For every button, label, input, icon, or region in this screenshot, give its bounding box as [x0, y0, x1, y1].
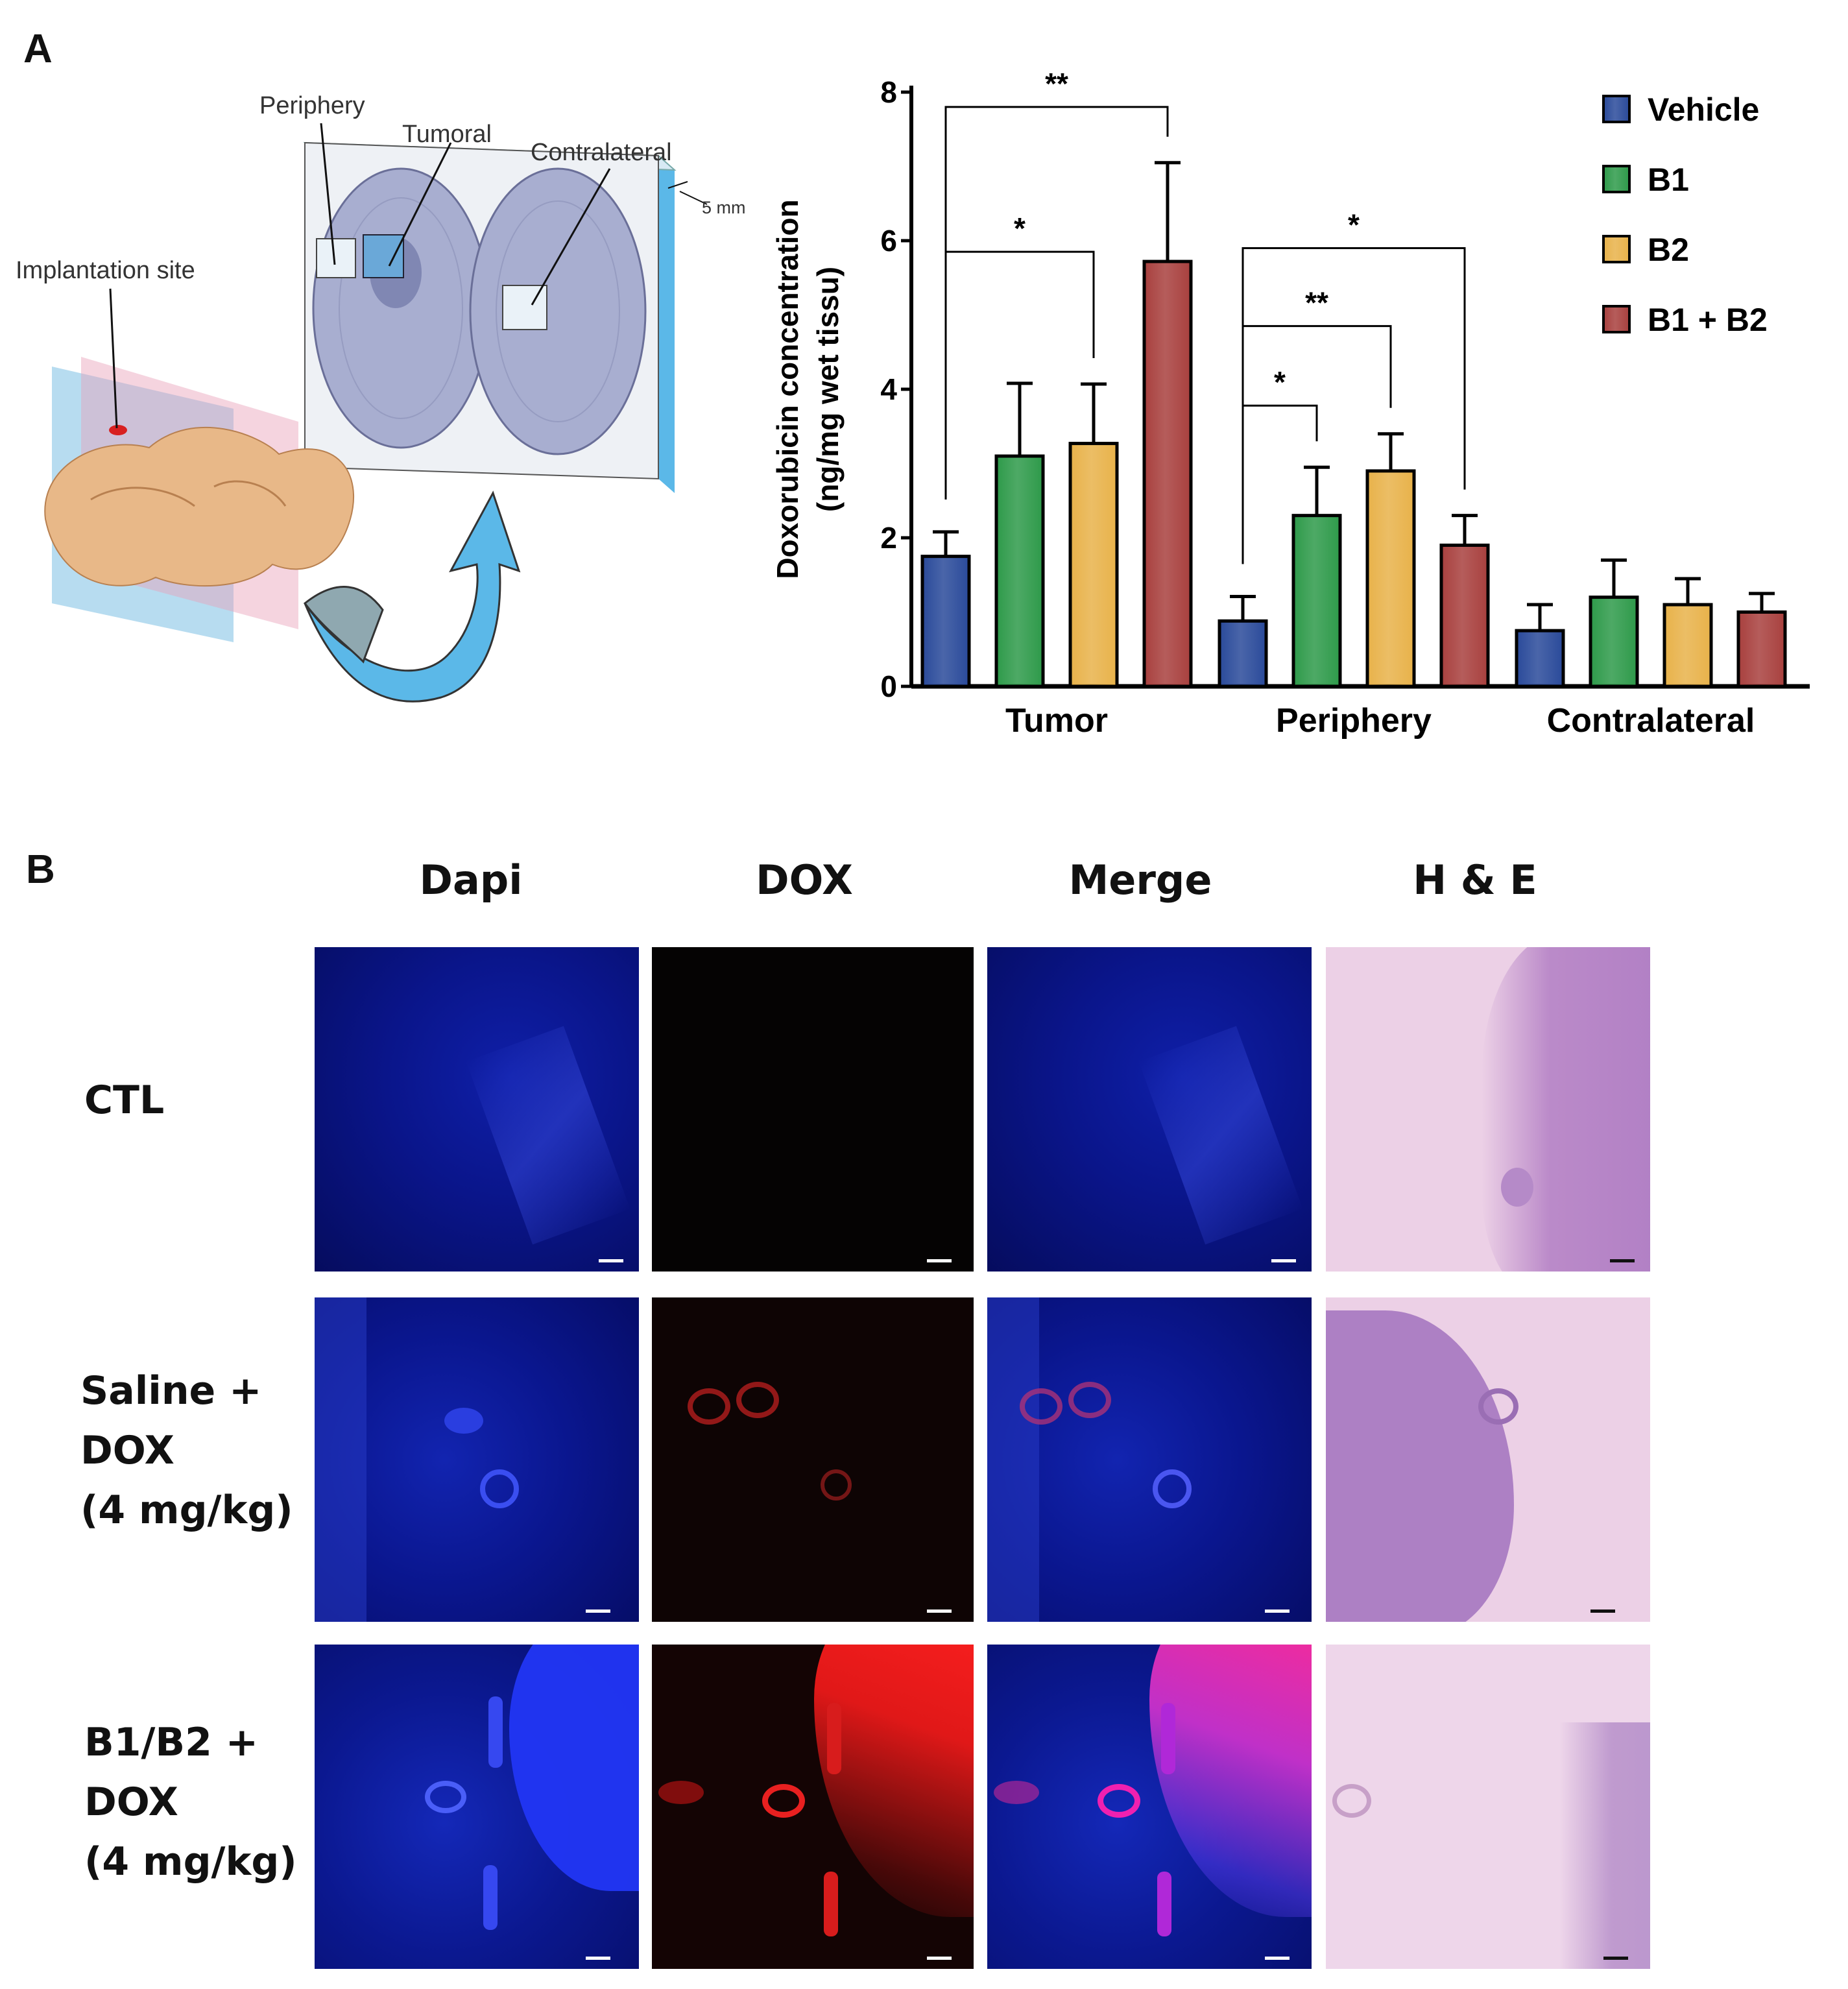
bar [1068, 442, 1119, 688]
scale-bar [927, 1957, 952, 1960]
column-header-he: H & E [1413, 856, 1537, 904]
periphery-cube [316, 238, 356, 278]
scale-bar [1610, 1259, 1635, 1262]
scale-bar [1265, 1957, 1290, 1960]
row-label-saline-dox: Saline + DOX (4 mg/kg) [80, 1361, 293, 1540]
micrograph-b1b2-dapi [315, 1645, 639, 1969]
y-axis-label-line: (ng/mg wet tissu) [811, 267, 845, 512]
x-tick-label: Tumor [1005, 702, 1108, 740]
x-tick-label: Periphery [1276, 702, 1432, 740]
legend-swatch [1602, 165, 1631, 193]
significance-label: * [1348, 208, 1360, 241]
contralateral-cube [502, 285, 547, 330]
schematic-drawing [44, 123, 708, 703]
micrograph-ctl-dox [652, 947, 974, 1272]
significance-label: ** [1305, 286, 1328, 320]
brain-schematic [0, 71, 765, 707]
bar [1142, 259, 1193, 688]
row-label-line: DOX [80, 1428, 174, 1473]
bar [1736, 610, 1787, 688]
micrograph-ctl-dapi [315, 947, 639, 1272]
legend-label: B2 [1648, 232, 1689, 268]
label-tumoral: Tumoral [402, 121, 492, 148]
significance-label: * [1014, 211, 1026, 245]
scale-bar [1271, 1259, 1296, 1262]
x-tick-label: Contralateral [1547, 702, 1755, 740]
row-label-line: (4 mg/kg) [80, 1488, 293, 1533]
column-header-dox: DOX [756, 856, 853, 904]
y-axis-label: Doxorubicin concentration (ng/mg wet tiss… [771, 199, 845, 579]
micrograph-saline-dapi [315, 1297, 639, 1622]
y-tick-label: 0 [880, 669, 897, 703]
scale-bar [586, 1957, 610, 1960]
chart-svg: 0 2 4 6 8 Doxorubicin concentration (ng/mg wet… [771, 67, 1810, 740]
micrograph-saline-dox [652, 1297, 974, 1622]
micrograph-ctl-he [1326, 947, 1650, 1272]
panel-a-letter: A [23, 27, 53, 71]
bar [994, 454, 1045, 688]
bar [1291, 514, 1342, 688]
significance-label: * [1274, 365, 1286, 399]
scale-bar [586, 1609, 610, 1613]
bar-chart: 0 2 4 6 8 Doxorubicin concentration (ng/mg wet… [759, 39, 1829, 765]
scale-bar [599, 1259, 623, 1262]
row-label-line: Saline + [80, 1368, 262, 1414]
column-header-dapi: Dapi [419, 856, 523, 904]
significance-bracket [944, 250, 1095, 500]
micrograph-b1b2-he [1326, 1645, 1650, 1969]
y-tick-label: 6 [880, 224, 897, 258]
row-label-b1b2-dox: B1/B2 + DOX (4 mg/kg) [84, 1713, 297, 1892]
scale-bar [1590, 1609, 1615, 1613]
brain-3d [44, 426, 354, 587]
curved-arrow [304, 490, 521, 703]
panel-b-letter: B [26, 847, 55, 892]
legend-label: B1 [1648, 162, 1689, 198]
scale-bar [1265, 1609, 1290, 1613]
label-thickness: 5 mm [702, 198, 746, 217]
tumoral-cube [363, 234, 404, 278]
scale-bar [927, 1609, 952, 1613]
y-tick-label: 8 [880, 75, 897, 109]
legend-swatch [1602, 305, 1631, 333]
right-hemisphere [469, 167, 647, 455]
bar [1662, 603, 1713, 688]
implantation-dot [109, 425, 127, 435]
significance-bracket [1242, 404, 1318, 564]
significance-bracket [944, 106, 1169, 500]
bar [1439, 543, 1490, 688]
bar [920, 555, 971, 688]
label-periphery: Periphery [259, 92, 365, 119]
row-label-line: CTL [84, 1078, 165, 1123]
legend-label: B1 + B2 [1648, 302, 1768, 338]
micrograph-b1b2-dox [652, 1645, 974, 1969]
legend-swatch [1602, 235, 1631, 263]
scale-bar [927, 1259, 952, 1262]
y-axis-label-line: Doxorubicin concentration [771, 199, 804, 579]
scale-bar [1603, 1957, 1628, 1960]
row-label-line: B1/B2 + [84, 1720, 259, 1765]
bar [1589, 596, 1639, 688]
bar [1515, 629, 1565, 688]
bar [1365, 469, 1416, 688]
micrograph-saline-merge [987, 1297, 1312, 1622]
bar [1218, 619, 1268, 688]
label-contralateral: Contralateral [531, 139, 672, 166]
label-implantation: Implantation site [16, 257, 195, 284]
row-label-line: DOX [84, 1779, 178, 1825]
micrograph-ctl-merge [987, 947, 1312, 1272]
legend-label: Vehicle [1648, 91, 1759, 128]
significance-label: ** [1045, 67, 1068, 101]
micrograph-b1b2-merge [987, 1645, 1312, 1969]
row-label-line: (4 mg/kg) [84, 1839, 297, 1885]
row-label-ctl: CTL [84, 1070, 164, 1130]
column-header-merge: Merge [1068, 856, 1212, 904]
y-tick-label: 2 [880, 521, 897, 555]
micrograph-saline-he [1326, 1297, 1650, 1622]
slab-side [658, 156, 675, 493]
y-tick-label: 4 [880, 372, 897, 406]
legend-swatch [1602, 95, 1631, 123]
